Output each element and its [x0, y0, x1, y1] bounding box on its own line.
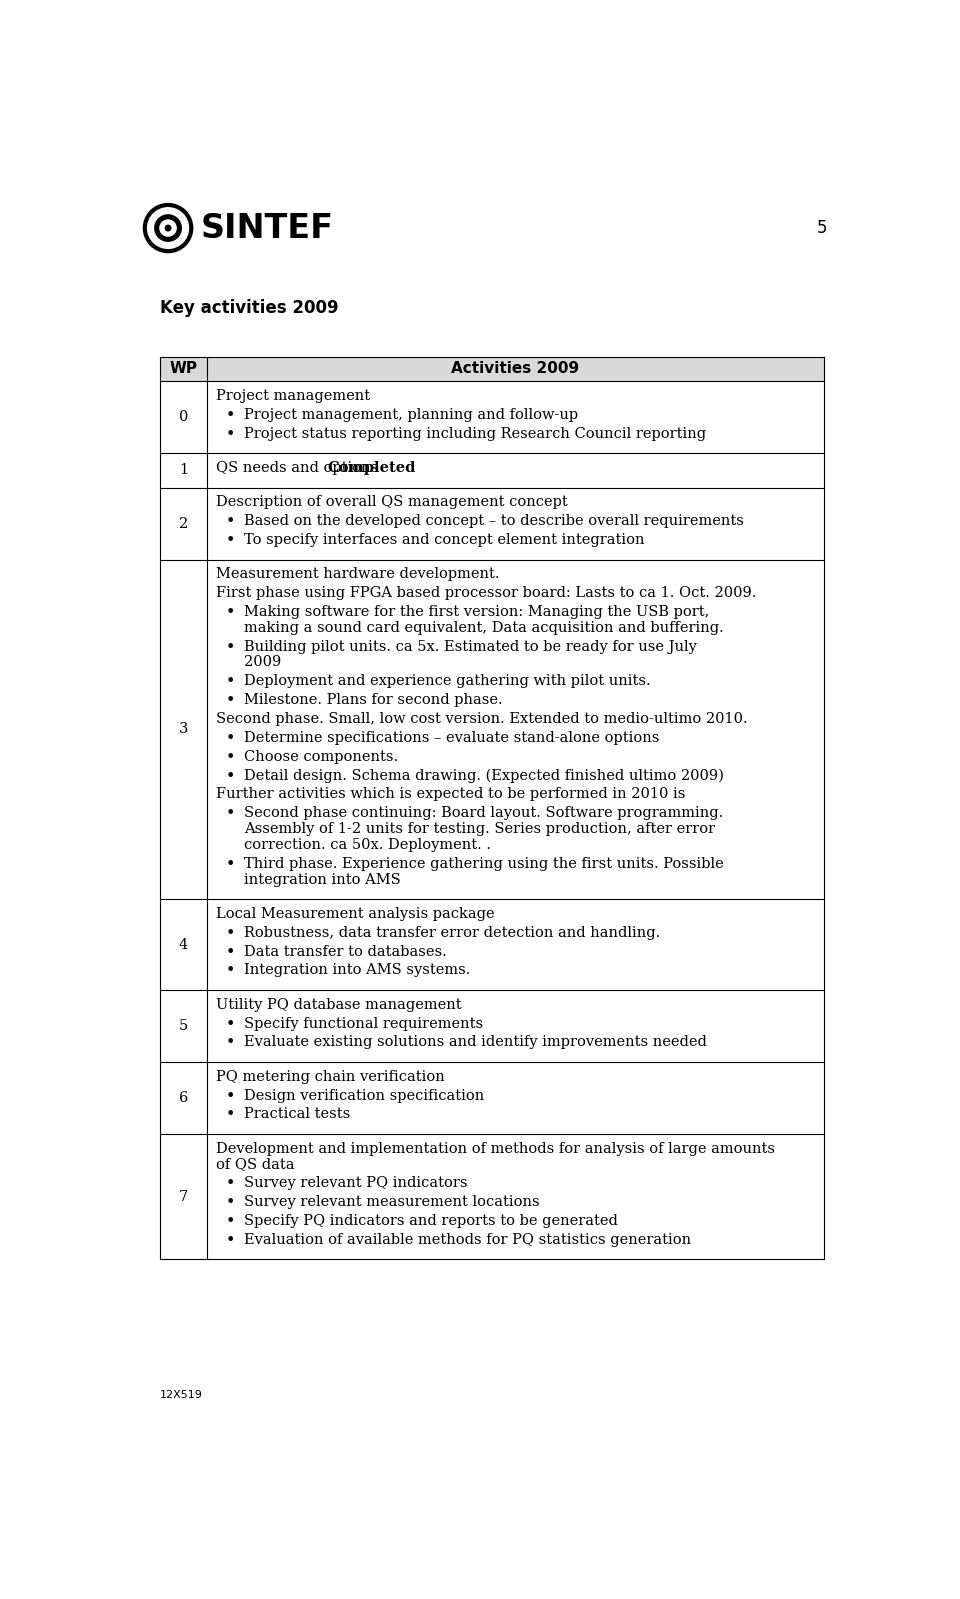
- Text: Second phase. Small, low cost version. Extended to medio-ultimo 2010.: Second phase. Small, low cost version. E…: [216, 712, 748, 726]
- Text: Robustness, data transfer error detection and handling.: Robustness, data transfer error detectio…: [244, 926, 660, 940]
- Text: Measurement hardware development.: Measurement hardware development.: [216, 568, 499, 582]
- Text: •: •: [226, 408, 235, 422]
- Text: Integration into AMS systems.: Integration into AMS systems.: [244, 964, 470, 977]
- Text: Project status reporting including Research Council reporting: Project status reporting including Resea…: [244, 427, 707, 441]
- Text: Further activities which is expected to be performed in 2010 is: Further activities which is expected to …: [216, 787, 685, 801]
- Text: Second phase continuing: Board layout. Software programming.: Second phase continuing: Board layout. S…: [244, 806, 723, 820]
- Bar: [160, 357, 824, 381]
- Text: •: •: [226, 1017, 235, 1031]
- Circle shape: [159, 219, 177, 237]
- Text: QS needs and options: QS needs and options: [216, 461, 388, 475]
- Text: •: •: [226, 1089, 235, 1103]
- Text: Specify PQ indicators and reports to be generated: Specify PQ indicators and reports to be …: [244, 1214, 618, 1228]
- Text: Development and implementation of methods for analysis of large amounts: Development and implementation of method…: [216, 1142, 775, 1156]
- Text: To specify interfaces and concept element integration: To specify interfaces and concept elemen…: [244, 532, 644, 547]
- Text: Description of overall QS management concept: Description of overall QS management con…: [216, 496, 568, 508]
- Text: 12X519: 12X519: [160, 1390, 204, 1401]
- Text: integration into AMS: integration into AMS: [244, 873, 400, 886]
- Text: Building pilot units. ca 5x. Estimated to be ready for use July: Building pilot units. ca 5x. Estimated t…: [244, 640, 697, 654]
- Text: 0: 0: [179, 411, 188, 424]
- Text: •: •: [226, 427, 235, 441]
- Text: Choose components.: Choose components.: [244, 750, 398, 764]
- Text: correction. ca 50x. Deployment. .: correction. ca 50x. Deployment. .: [244, 838, 491, 852]
- Text: Local Measurement analysis package: Local Measurement analysis package: [216, 907, 494, 921]
- Text: Survey relevant PQ indicators: Survey relevant PQ indicators: [244, 1177, 468, 1190]
- Circle shape: [164, 224, 172, 232]
- Text: WP: WP: [170, 361, 198, 376]
- Text: Utility PQ database management: Utility PQ database management: [216, 998, 462, 1012]
- Text: •: •: [226, 1233, 235, 1247]
- Text: of QS data: of QS data: [216, 1158, 295, 1172]
- Text: First phase using FPGA based processor board: Lasts to ca 1. Oct. 2009.: First phase using FPGA based processor b…: [216, 587, 756, 600]
- Text: SINTEF: SINTEF: [201, 211, 334, 245]
- Text: making a sound card equivalent, Data acquisition and buffering.: making a sound card equivalent, Data acq…: [244, 620, 724, 635]
- Text: Design verification specification: Design verification specification: [244, 1089, 484, 1103]
- Text: Milestone. Plans for second phase.: Milestone. Plans for second phase.: [244, 692, 503, 707]
- Text: Key activities 2009: Key activities 2009: [160, 299, 339, 317]
- Text: Project management, planning and follow-up: Project management, planning and follow-…: [244, 408, 578, 422]
- Text: Assembly of 1-2 units for testing. Series production, after error: Assembly of 1-2 units for testing. Serie…: [244, 822, 715, 836]
- Text: Based on the developed concept – to describe overall requirements: Based on the developed concept – to desc…: [244, 515, 744, 528]
- Text: •: •: [226, 515, 235, 529]
- Text: •: •: [226, 806, 235, 822]
- Text: Deployment and experience gathering with pilot units.: Deployment and experience gathering with…: [244, 675, 651, 688]
- Text: •: •: [226, 675, 235, 689]
- Text: 3: 3: [179, 723, 188, 737]
- Text: •: •: [226, 769, 235, 784]
- Text: Project management: Project management: [216, 389, 371, 403]
- Text: 5: 5: [179, 1019, 188, 1033]
- Text: 2: 2: [179, 516, 188, 531]
- Text: Activities 2009: Activities 2009: [451, 361, 579, 376]
- Text: PQ metering chain verification: PQ metering chain verification: [216, 1070, 444, 1084]
- Text: •: •: [226, 731, 235, 745]
- Text: •: •: [226, 1214, 235, 1230]
- Text: Practical tests: Practical tests: [244, 1108, 350, 1121]
- Text: 7: 7: [179, 1190, 188, 1204]
- Text: •: •: [226, 692, 235, 708]
- Text: Survey relevant measurement locations: Survey relevant measurement locations: [244, 1194, 540, 1209]
- Text: •: •: [226, 750, 235, 764]
- Text: Determine specifications – evaluate stand-alone options: Determine specifications – evaluate stan…: [244, 731, 660, 745]
- Text: Evaluation of available methods for PQ statistics generation: Evaluation of available methods for PQ s…: [244, 1233, 691, 1247]
- Text: •: •: [226, 945, 235, 959]
- Text: Specify functional requirements: Specify functional requirements: [244, 1017, 483, 1030]
- Text: •: •: [226, 604, 235, 620]
- Text: •: •: [226, 1108, 235, 1122]
- Text: 2009: 2009: [244, 656, 281, 670]
- Text: •: •: [226, 1194, 235, 1210]
- Text: Completed: Completed: [327, 461, 416, 475]
- Text: 6: 6: [179, 1091, 188, 1105]
- Text: •: •: [226, 926, 235, 940]
- Text: •: •: [226, 640, 235, 654]
- Text: •: •: [226, 532, 235, 548]
- Text: Third phase. Experience gathering using the first units. Possible: Third phase. Experience gathering using …: [244, 857, 724, 871]
- Text: •: •: [226, 1036, 235, 1051]
- Text: Evaluate existing solutions and identify improvements needed: Evaluate existing solutions and identify…: [244, 1036, 707, 1049]
- Circle shape: [155, 214, 182, 241]
- Text: 5: 5: [817, 219, 828, 237]
- Text: •: •: [226, 964, 235, 979]
- Text: Detail design. Schema drawing. (Expected finished ultimo 2009): Detail design. Schema drawing. (Expected…: [244, 769, 724, 784]
- Text: 4: 4: [179, 937, 188, 951]
- Text: 1: 1: [179, 464, 188, 478]
- Text: Making software for the first version: Managing the USB port,: Making software for the first version: M…: [244, 604, 709, 619]
- Text: •: •: [226, 857, 235, 871]
- Text: Data transfer to databases.: Data transfer to databases.: [244, 945, 446, 958]
- Text: •: •: [226, 1177, 235, 1191]
